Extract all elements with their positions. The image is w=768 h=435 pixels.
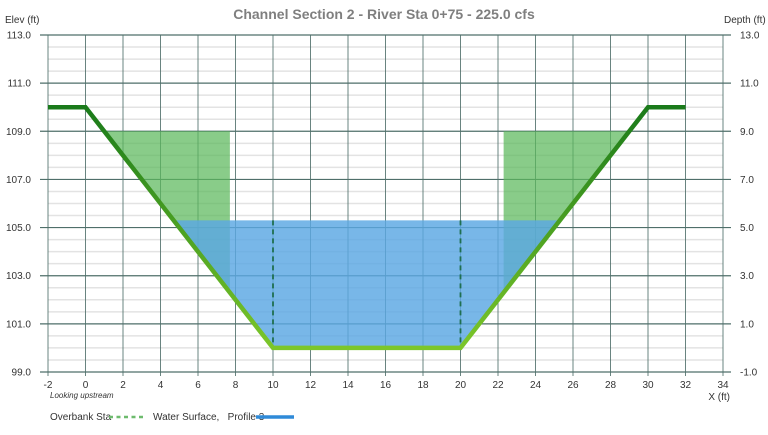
x-axis-label: X (ft)	[708, 392, 730, 403]
x-tick-label: 0	[83, 380, 89, 391]
y-tick-label: 111.0	[7, 79, 31, 90]
y2-tick-label: 9.0	[740, 127, 754, 138]
y-tick-label: 109.0	[6, 127, 31, 138]
y2-axis-label: Depth (ft)	[724, 15, 766, 26]
x-tick-label: 24	[530, 380, 542, 391]
x-tick-label: 22	[492, 380, 504, 391]
x-tick-label: 12	[305, 380, 317, 391]
x-tick-label: 34	[717, 380, 729, 391]
y2-tick-label: 1.0	[740, 319, 754, 330]
y2-tick-label: 11.0	[740, 79, 759, 90]
plot-lines	[48, 104, 686, 351]
x-tick-label: 32	[680, 380, 692, 391]
y-tick-label: 99.0	[12, 368, 32, 379]
legend: Overbank Sta Water Surface, Profile 3	[50, 412, 294, 423]
y2-tick-label: -1.0	[740, 368, 758, 379]
x-tick-label: 8	[233, 380, 239, 391]
chart-title: Channel Section 2 - River Sta 0+75 - 225…	[233, 6, 535, 22]
y2-tick-label: 5.0	[740, 223, 754, 234]
x-tick-label: 14	[342, 380, 354, 391]
y-tick-label: 105.0	[6, 223, 31, 234]
x-tick-label: 2	[120, 380, 126, 391]
x-tick-label: 6	[195, 380, 201, 391]
y2-tick-label: 13.0	[740, 31, 760, 42]
legend-water-label: Water Surface, Profile 3	[153, 412, 265, 423]
x-tick-label: 20	[455, 380, 467, 391]
x-tick-label: 30	[642, 380, 654, 391]
looking-upstream-note: Looking upstream	[50, 391, 114, 400]
y-tick-label: 107.0	[6, 175, 31, 186]
x-tick-label: 10	[267, 380, 279, 391]
y2-tick-label: 3.0	[740, 271, 754, 282]
ground-profile-line	[48, 104, 686, 351]
water-area	[173, 220, 560, 348]
x-tick-label: 26	[567, 380, 579, 391]
y-tick-label: 113.0	[7, 31, 32, 42]
x-tick-label: -2	[44, 380, 53, 391]
tick-labels: -2 0 2 4 6 8 10 12 14 16 18 20 22 24 26 28 30 32 34113.011…	[6, 31, 760, 392]
x-tick-label: 18	[417, 380, 429, 391]
y-tick-label: 101.0	[6, 319, 31, 330]
y-axis-label: Elev (ft)	[5, 15, 39, 26]
legend-overbank-label: Overbank Sta	[50, 412, 112, 423]
x-tick-label: 28	[605, 380, 617, 391]
y2-tick-label: 7.0	[740, 175, 754, 186]
x-tick-label: 4	[158, 380, 164, 391]
x-tick-label: 16	[380, 380, 392, 391]
y-tick-label: 103.0	[6, 271, 31, 282]
